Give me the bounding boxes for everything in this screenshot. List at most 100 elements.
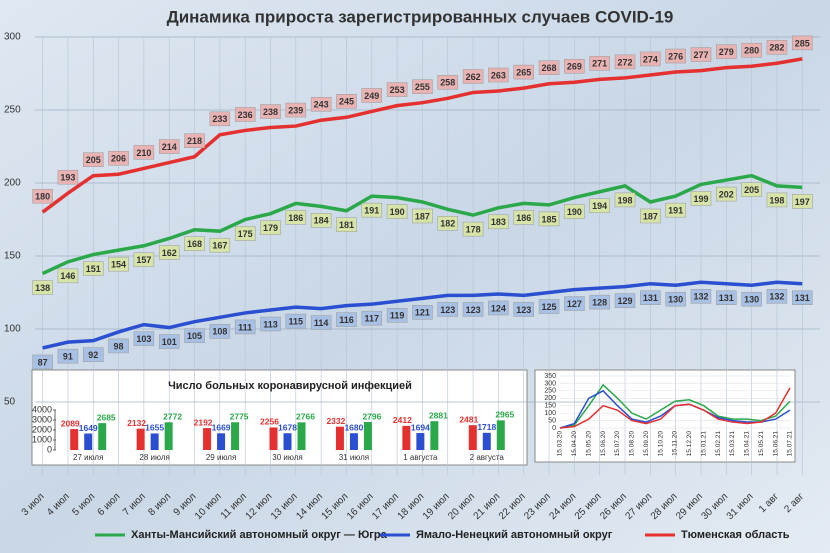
x-tick-label: 15.05.21: [758, 431, 765, 457]
data-label-box: [741, 182, 762, 197]
data-label-box: [310, 315, 332, 330]
legend-label: Тюменская область: [681, 529, 790, 541]
data-label: 197: [795, 197, 810, 207]
x-tick-label: 15.04.20: [571, 431, 578, 457]
x-tick-label: 1 августа: [403, 453, 438, 462]
data-label: 1718: [477, 422, 496, 432]
data-label: 2766: [296, 412, 315, 422]
data-label: 198: [618, 195, 633, 205]
line-series: [41, 57, 803, 214]
data-label: 190: [390, 207, 405, 217]
data-label: 285: [795, 38, 810, 48]
data-label: 114: [314, 318, 329, 328]
data-label: 198: [769, 195, 784, 205]
data-label: 123: [440, 305, 455, 315]
data-label: 1669: [212, 423, 231, 433]
data-label-box: [285, 102, 307, 118]
y-tick-label: 300: [544, 380, 556, 387]
bar: [363, 422, 372, 450]
y-tick-label: 2000: [32, 424, 52, 434]
bar: [416, 433, 425, 450]
data-label: 210: [136, 148, 151, 158]
data-label: 1649: [79, 423, 98, 433]
data-label-box: [437, 75, 459, 90]
data-label-box: [260, 316, 281, 332]
y-tick-label: 4000: [32, 404, 52, 414]
line-series: [559, 387, 791, 429]
data-label-box: [386, 308, 408, 323]
data-label: 2192: [194, 417, 213, 427]
data-label: 123: [466, 305, 481, 315]
data-label-box: [336, 217, 357, 232]
data-label-box: [133, 145, 155, 160]
data-label: 236: [238, 110, 253, 120]
data-label: 258: [440, 78, 455, 88]
data-label: 186: [288, 213, 303, 223]
bar: [217, 433, 226, 450]
data-label: 199: [693, 194, 708, 204]
data-label: 124: [491, 303, 506, 313]
x-tick-label: 31 июля: [339, 453, 369, 462]
chart-title: Динамика прироста зарегистрированных слу…: [167, 7, 674, 26]
data-label-box: [82, 261, 104, 276]
data-label: 190: [567, 207, 582, 217]
data-label: 265: [516, 67, 531, 77]
data-label-box: [564, 59, 585, 74]
bar: [150, 433, 159, 450]
data-label: 194: [592, 201, 607, 211]
data-label: 167: [212, 241, 227, 251]
data-label: 185: [542, 214, 557, 224]
data-label: 205: [744, 185, 759, 195]
data-label: 202: [719, 189, 734, 199]
data-label: 269: [567, 62, 582, 72]
data-label: 245: [339, 97, 354, 107]
data-label: 280: [744, 46, 759, 56]
data-label-box: [462, 221, 484, 237]
data-label-box: [462, 69, 484, 84]
data-label: 277: [693, 50, 708, 60]
inset-title: Число больных коронавирусной инфекцией: [168, 380, 412, 392]
data-label: 2965: [495, 410, 514, 420]
data-label-box: [564, 204, 585, 219]
data-label: 182: [440, 219, 455, 229]
data-label-box: [665, 291, 686, 307]
data-label-box: [538, 299, 560, 314]
data-label: 279: [719, 47, 734, 57]
data-label-box: [665, 202, 686, 218]
data-label-box: [310, 213, 332, 228]
x-tick-label: 29 июля: [206, 453, 236, 462]
y-tick-label: 250: [544, 388, 556, 395]
y-tick-label: 250: [4, 105, 21, 116]
data-label-box: [336, 94, 357, 109]
data-label: 276: [668, 51, 683, 61]
data-label-box: [260, 104, 281, 119]
data-label-box: [32, 354, 53, 370]
data-label: 2775: [230, 412, 249, 422]
bar: [269, 427, 278, 450]
bar: [164, 422, 173, 450]
data-label: 272: [618, 57, 633, 67]
data-label-box: [82, 347, 104, 362]
data-label-box: [209, 111, 231, 127]
data-label: 249: [364, 91, 379, 101]
data-label-box: [614, 293, 636, 308]
y-tick-label: 150: [4, 251, 21, 262]
data-label-box: [234, 107, 256, 122]
y-tick-label: 0: [552, 425, 556, 432]
data-label: 243: [314, 100, 329, 110]
data-label-box: [336, 312, 357, 327]
data-label-box: [158, 139, 180, 154]
data-label: 175: [238, 229, 253, 239]
data-label-box: [82, 152, 104, 167]
legend-label: Ямало-Ненецкий автономный округ: [416, 529, 613, 541]
data-label: 87: [38, 357, 48, 367]
bar: [468, 425, 477, 450]
data-label: 103: [136, 334, 151, 344]
data-label-box: [741, 42, 762, 58]
data-label: 98: [114, 341, 124, 351]
x-tick-label: 15.06.20: [600, 431, 607, 457]
data-label: 253: [390, 85, 405, 95]
data-label: 214: [162, 142, 177, 152]
data-label-box: [640, 208, 661, 224]
data-label-box: [538, 211, 560, 227]
